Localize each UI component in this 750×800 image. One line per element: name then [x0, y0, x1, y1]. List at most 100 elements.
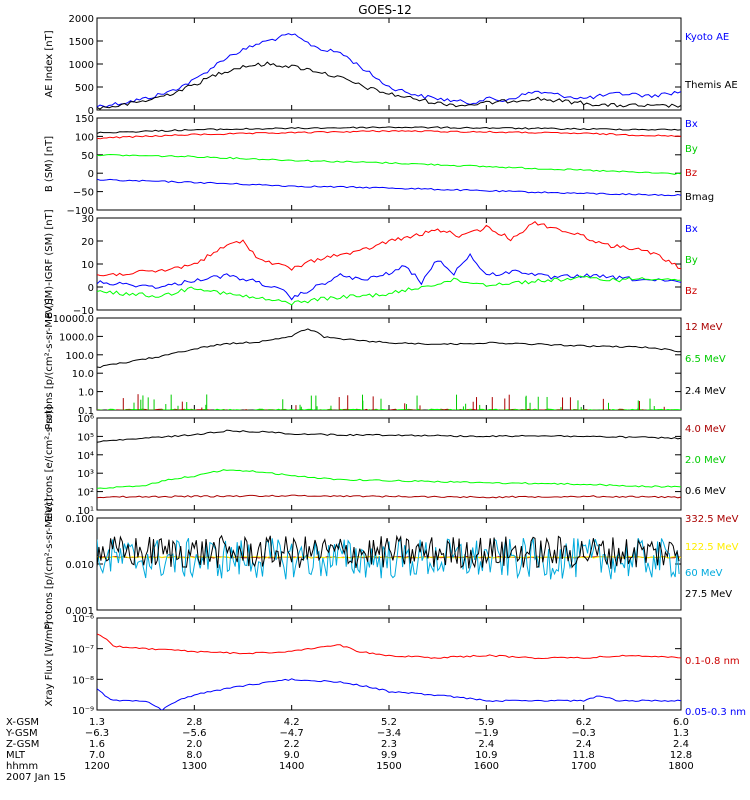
x-row-value: 5.9	[478, 717, 494, 728]
y-tick-label: 2000	[69, 14, 94, 25]
x-row-value: 8.0	[186, 750, 202, 761]
x-row-value: 1600	[474, 761, 499, 772]
panel-frame	[96, 517, 682, 611]
x-row-label: Y-GSM	[5, 728, 38, 739]
legend-entry: 27.5 MeV	[685, 589, 732, 600]
legend-entry: By	[685, 255, 698, 266]
y-tick-label: 50	[81, 151, 94, 162]
series-line-bmag	[97, 126, 681, 134]
y-tick-label: 10.0	[72, 369, 94, 380]
series-line-2-0-mev	[97, 469, 681, 489]
x-row-label: Z-GSM	[6, 739, 39, 750]
y-tick-label: 0.100	[65, 514, 94, 525]
x-row-value: 7.0	[89, 750, 105, 761]
y-tick-label: 0	[88, 106, 94, 117]
x-row-value: 1200	[84, 761, 109, 772]
y-tick-label: 10	[81, 260, 94, 271]
y-tick-label: 10⁻⁶	[72, 614, 94, 625]
y-axis-label: Xray Flux [W/m²]	[44, 621, 55, 706]
y-tick-label: 1.0	[78, 388, 94, 399]
series-line-0-05-0-3-nm	[97, 678, 681, 710]
y-tick-label: 10⁴	[77, 451, 94, 462]
legend-entry: 332.5 MeV	[685, 514, 739, 525]
y-tick-label: 0	[88, 169, 94, 180]
series-line-0-6-mev	[97, 429, 681, 443]
panel-protons_high: 0.001 0.010 0.100 Protons [p/(cm²-s-sr-MeV)…	[44, 498, 739, 630]
panel-frame	[96, 617, 682, 711]
x-row-value: 2.4	[576, 739, 592, 750]
series-line-themis-ae	[97, 61, 681, 110]
y-tick-label: 20	[81, 237, 94, 248]
x-row-value: −6.3	[85, 728, 109, 739]
y-axis-label: Protons [p/(cm²-s-sr-MeV)]	[44, 298, 55, 430]
series-line-4-0-mev	[97, 494, 681, 499]
x-row-value: 2.2	[284, 739, 300, 750]
y-axis-label: B (SM)-IGRF (SM) [nT]	[44, 209, 55, 318]
x-row-value: 2.4	[478, 739, 494, 750]
legend-entry: 0.05-0.3 nm	[685, 707, 746, 718]
x-row-value: 2.3	[381, 739, 397, 750]
y-axis-label: Protons [p/(cm²-s-sr-MeV)]	[44, 498, 55, 630]
y-tick-label: 10⁶	[77, 414, 94, 425]
y-tick-label: −10	[73, 306, 94, 317]
x-row-value: 12.8	[670, 750, 692, 761]
panel-ae: 0 500 1000 1500 2000 AE Index [nT] Kyoto AE The…	[44, 14, 738, 117]
y-tick-label: 10⁻⁸	[72, 675, 94, 686]
x-row-value: 4.2	[284, 717, 300, 728]
legend-entry: 4.0 MeV	[685, 424, 726, 435]
legend-entry: Bz	[685, 286, 697, 297]
series-line-bx	[97, 178, 681, 197]
x-row-value: 2.8	[186, 717, 202, 728]
y-tick-label: 1000	[69, 60, 94, 71]
y-tick-label: −100	[67, 206, 94, 217]
panel-xray: 10⁻⁹ 10⁻⁸ 10⁻⁷ 10⁻⁶ Xray Flux [W/m²] 0.1-0.8 …	[44, 614, 746, 718]
y-tick-label: 0.010	[65, 560, 94, 571]
series-line-by	[97, 275, 681, 306]
y-tick-label: 0	[88, 283, 94, 294]
x-row-value: 1800	[668, 761, 693, 772]
series-line-27-5-mev	[97, 534, 680, 569]
x-row-value: 9.0	[284, 750, 300, 761]
legend-entry: 0.1-0.8 nm	[685, 656, 740, 667]
x-row-value: 1700	[571, 761, 596, 772]
x-row-value: −1.9	[474, 728, 498, 739]
x-axis-labels: X-GSM 1.3 2.8 4.2 5.2 5.9 6.2 6.0 Y-GSM −6.3 −5.6 −…	[5, 717, 694, 783]
panel-frame	[96, 217, 682, 311]
y-tick-label: 10000.0	[53, 314, 94, 325]
x-row-value: 6.0	[673, 717, 689, 728]
x-row-value: 6.2	[576, 717, 592, 728]
x-row-value: 2.0	[186, 739, 202, 750]
figure-title: GOES-12	[358, 3, 412, 17]
x-row-value: −0.3	[572, 728, 596, 739]
x-row-value: −4.7	[280, 728, 304, 739]
series-line-122-5-mev	[97, 555, 681, 559]
panel-frame	[96, 17, 682, 111]
legend-entry: 2.0 MeV	[685, 455, 726, 466]
series-line-6-5-mev	[97, 408, 681, 410]
y-axis-label: B (SM) [nT]	[44, 136, 55, 192]
y-tick-label: −50	[73, 188, 94, 199]
y-axis-label: AE Index [nT]	[44, 30, 55, 97]
x-row-value: 10.9	[475, 750, 497, 761]
series-line-bz	[97, 221, 681, 277]
y-axis-label: Electrons [e/(cm²-s-sr)]	[44, 406, 55, 522]
y-tick-label: 0.001	[65, 606, 94, 617]
series-line-0-1-0-8-nm	[97, 633, 681, 660]
panel-bgsm: −100 −50 0 50 100 150 B (SM) [nT] Bx By Bz Bmag	[44, 114, 714, 217]
x-row-value: 1500	[376, 761, 401, 772]
x-row-value: 5.2	[381, 717, 397, 728]
y-tick-label: 500	[75, 83, 94, 94]
series-line-by	[97, 153, 681, 175]
y-tick-label: 10¹	[77, 506, 94, 517]
panel-frame	[96, 317, 682, 411]
legend-entry: 6.5 MeV	[685, 354, 726, 365]
series-line-2-4-mev	[97, 328, 681, 369]
date-label: 2007 Jan 15	[6, 772, 66, 783]
x-row-value: 11.8	[573, 750, 595, 761]
y-tick-label: 1000.0	[59, 332, 94, 343]
y-tick-label: 150	[75, 114, 94, 125]
x-row-value: −5.6	[182, 728, 206, 739]
x-row-label: hhmm	[6, 761, 38, 772]
